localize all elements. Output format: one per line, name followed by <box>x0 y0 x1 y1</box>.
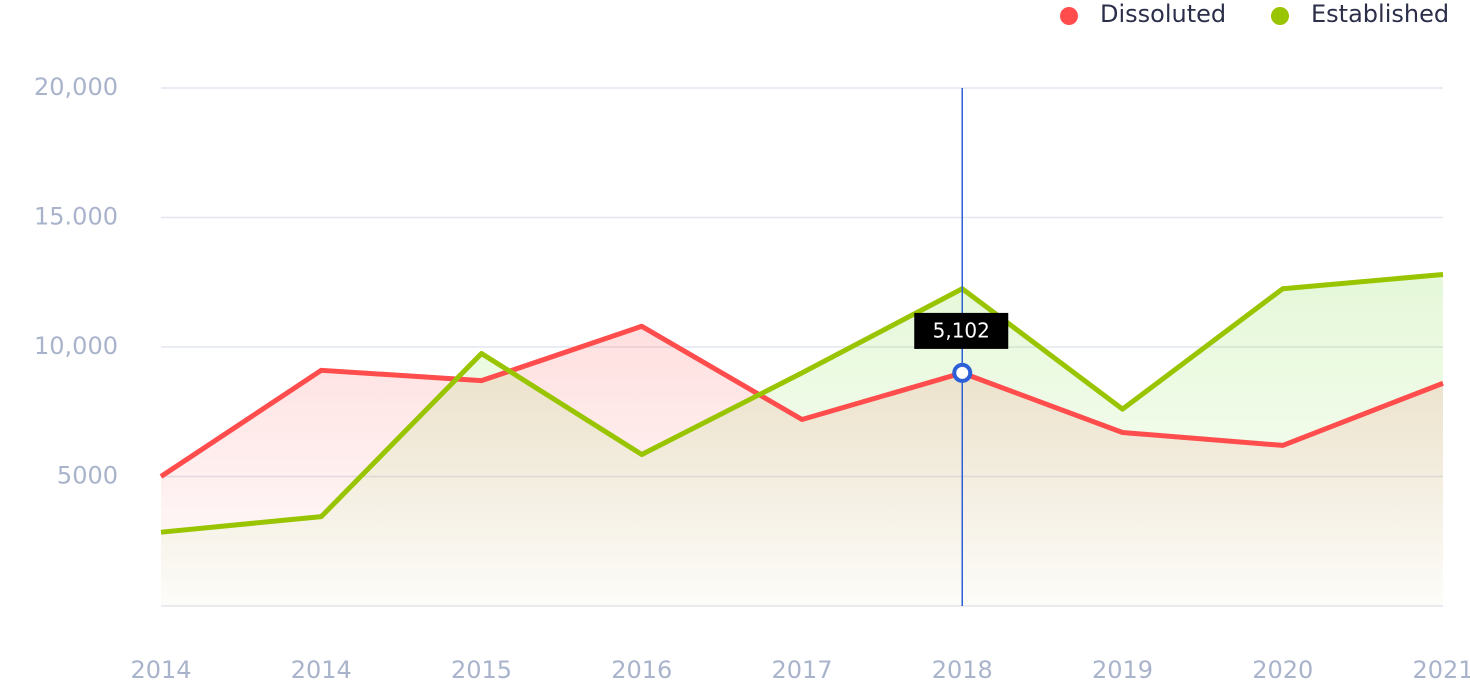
x-tick-label: 2014 <box>291 656 352 684</box>
legend-label: Established <box>1311 0 1449 28</box>
x-tick-label: 2014 <box>130 656 191 684</box>
x-tick-label: 2021 <box>1412 656 1470 684</box>
y-tick-label: 10,000 <box>34 332 118 360</box>
x-tick-label: 2019 <box>1092 656 1153 684</box>
y-tick-label: 20,000 <box>34 73 118 101</box>
x-tick-label: 2018 <box>932 656 993 684</box>
hover-point <box>952 362 973 383</box>
tooltip-box <box>914 312 1009 349</box>
tooltip-text: 5,102 <box>933 318 990 342</box>
series-line <box>160 271 1444 535</box>
x-tick-label: 2020 <box>1252 656 1313 684</box>
x-tick-label: 2015 <box>451 656 512 684</box>
area <box>161 274 1443 606</box>
legend-marker <box>1060 7 1078 25</box>
series-line <box>159 323 1444 479</box>
x-tick-label: 2016 <box>611 656 672 684</box>
legend-marker <box>1271 7 1289 25</box>
y-tick-label: 15.000 <box>34 203 118 231</box>
y-tick-label: 5000 <box>57 462 118 490</box>
x-tick-label: 2017 <box>771 656 832 684</box>
legend-label: Dissoluted <box>1100 0 1226 28</box>
